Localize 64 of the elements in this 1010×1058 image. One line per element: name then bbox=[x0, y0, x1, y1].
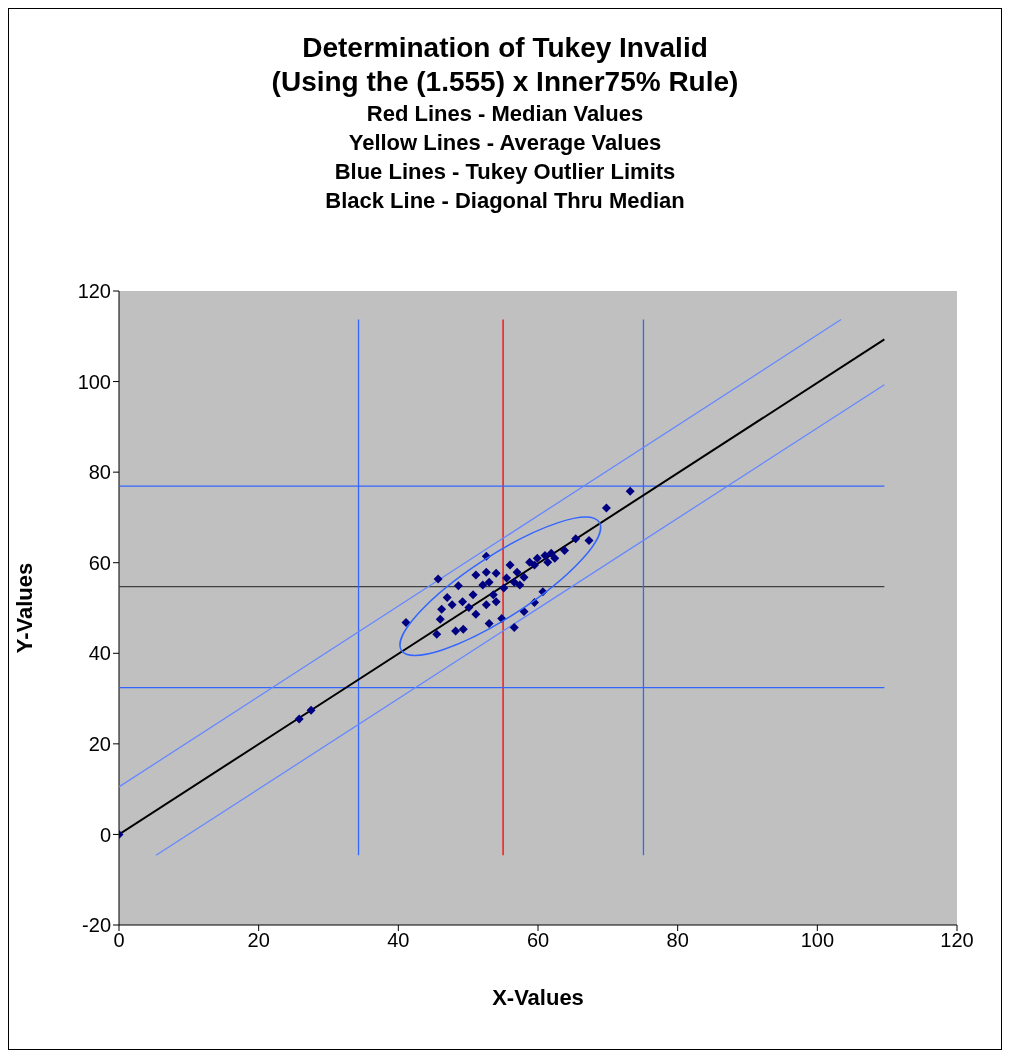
y-tick-label: 60 bbox=[88, 551, 111, 574]
point bbox=[432, 629, 442, 639]
y-tick-label: -20 bbox=[82, 914, 111, 937]
x-tick-label: 60 bbox=[526, 929, 550, 952]
point bbox=[442, 593, 452, 603]
point bbox=[532, 553, 542, 563]
point bbox=[468, 590, 478, 600]
point bbox=[464, 603, 474, 613]
point bbox=[478, 580, 488, 590]
point bbox=[499, 583, 509, 593]
point bbox=[306, 705, 316, 715]
point bbox=[491, 597, 501, 607]
point bbox=[481, 567, 491, 577]
y-tick-label: 100 bbox=[77, 370, 111, 393]
point bbox=[601, 503, 611, 513]
chart-subtitle: Red Lines - Median Values Yellow Lines - Average Values Blue Lines - Tukey Outlier Limits Black Line - Diagonal Thru Median bbox=[324, 100, 686, 215]
y-axis-title: Y-Values bbox=[11, 562, 37, 654]
point bbox=[458, 597, 468, 607]
point bbox=[519, 607, 529, 617]
x-tick-label: 20 bbox=[247, 929, 270, 952]
point bbox=[471, 570, 481, 580]
point bbox=[294, 714, 304, 724]
point bbox=[447, 600, 457, 610]
point bbox=[471, 609, 481, 619]
point bbox=[543, 557, 553, 567]
point bbox=[571, 534, 581, 544]
point bbox=[530, 560, 540, 570]
point bbox=[437, 604, 447, 614]
point bbox=[484, 577, 494, 587]
point bbox=[540, 550, 550, 560]
point bbox=[512, 567, 522, 577]
x-tick-label: 0 bbox=[113, 929, 125, 952]
point bbox=[509, 577, 519, 587]
point bbox=[509, 622, 519, 632]
point bbox=[550, 553, 560, 563]
point bbox=[401, 617, 411, 627]
point bbox=[584, 536, 594, 546]
point bbox=[451, 626, 461, 636]
point bbox=[484, 618, 494, 628]
y-tick-label: 0 bbox=[99, 823, 111, 846]
point bbox=[458, 624, 468, 634]
point bbox=[625, 486, 635, 496]
y-tick-label: 40 bbox=[88, 642, 111, 665]
chart-title: Determination of Tukey Invalid (Using the (1.555) x Inner75% Rule) bbox=[270, 31, 740, 99]
point bbox=[453, 581, 463, 591]
point bbox=[435, 614, 445, 624]
point bbox=[481, 600, 491, 610]
point bbox=[546, 548, 556, 558]
y-tick-label: 120 bbox=[77, 280, 111, 303]
x-tick-label: 120 bbox=[940, 929, 974, 952]
y-tick-label: 80 bbox=[88, 461, 111, 484]
point bbox=[519, 572, 529, 582]
y-tick-label: 20 bbox=[88, 732, 111, 755]
point bbox=[502, 573, 512, 583]
point bbox=[560, 545, 570, 555]
point bbox=[491, 568, 501, 578]
point bbox=[488, 590, 498, 600]
point bbox=[505, 560, 515, 570]
x-tick-label: 40 bbox=[387, 929, 410, 952]
x-tick-label: 80 bbox=[666, 929, 689, 952]
x-tick-label: 100 bbox=[800, 929, 835, 952]
point bbox=[515, 580, 525, 590]
point bbox=[433, 574, 443, 584]
x-axis-title: X-Values bbox=[492, 985, 584, 1010]
